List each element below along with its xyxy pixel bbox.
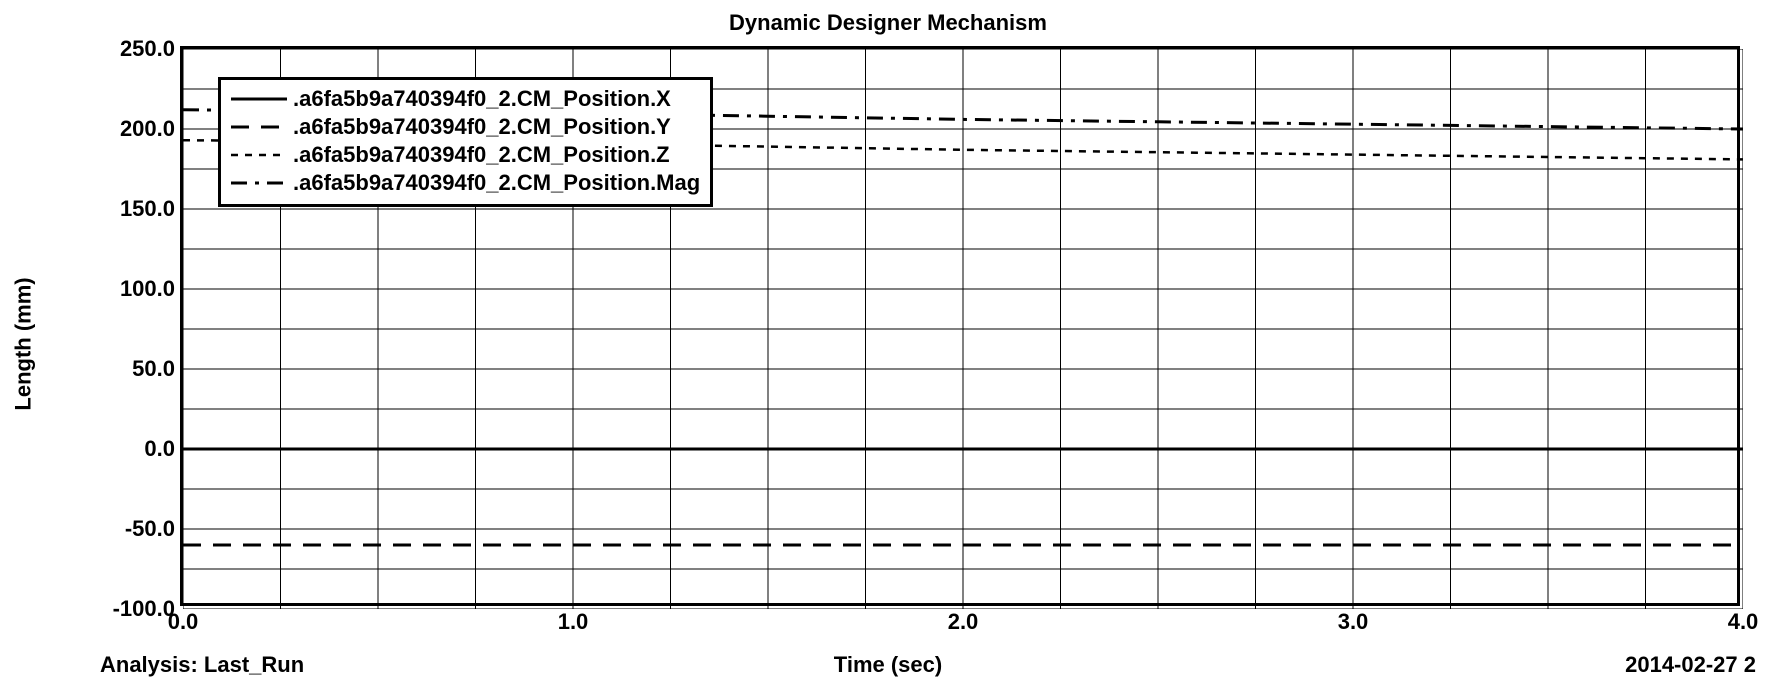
y-tick-label: 200.0 [120,116,175,142]
y-tick-label: 150.0 [120,196,175,222]
legend-label: .a6fa5b9a740394f0_2.CM_Position.Y [293,114,671,140]
legend-item: .a6fa5b9a740394f0_2.CM_Position.X [231,86,700,112]
legend-swatch [231,147,287,163]
y-tick-label: 100.0 [120,276,175,302]
legend-item: .a6fa5b9a740394f0_2.CM_Position.Y [231,114,700,140]
legend-label: .a6fa5b9a740394f0_2.CM_Position.Mag [293,170,700,196]
y-tick-label: 50.0 [132,356,175,382]
chart-title: Dynamic Designer Mechanism [729,10,1047,36]
x-tick-label: 1.0 [558,609,589,635]
y-axis-label: Length (mm) [10,277,36,410]
legend-item: .a6fa5b9a740394f0_2.CM_Position.Z [231,142,700,168]
plot-area: -100.0-50.00.050.0100.0150.0200.0250.00.… [180,46,1740,606]
legend-swatch [231,119,287,135]
y-tick-label: 0.0 [144,436,175,462]
legend-swatch [231,175,287,191]
legend-item: .a6fa5b9a740394f0_2.CM_Position.Mag [231,170,700,196]
legend-label: .a6fa5b9a740394f0_2.CM_Position.X [293,86,671,112]
chart-container: Dynamic Designer Mechanism Length (mm) T… [10,10,1766,678]
x-tick-label: 2.0 [948,609,979,635]
analysis-footer: Analysis: Last_Run [100,652,304,678]
x-axis-label: Time (sec) [834,652,942,678]
y-tick-label: -50.0 [125,516,175,542]
date-footer: 2014-02-27 2 [1625,652,1756,678]
y-tick-label: -100.0 [113,596,175,622]
legend-label: .a6fa5b9a740394f0_2.CM_Position.Z [293,142,670,168]
x-tick-label: 4.0 [1728,609,1759,635]
legend: .a6fa5b9a740394f0_2.CM_Position.X.a6fa5b… [218,77,713,207]
x-tick-label: 0.0 [168,609,199,635]
legend-swatch [231,91,287,107]
y-tick-label: 250.0 [120,36,175,62]
x-tick-label: 3.0 [1338,609,1369,635]
